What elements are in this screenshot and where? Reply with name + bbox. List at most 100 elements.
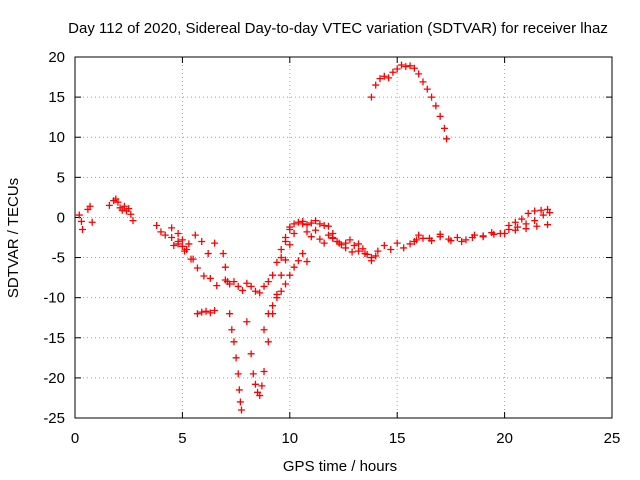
data-point-arc-q	[544, 205, 552, 213]
data-point-arc-l	[316, 235, 324, 243]
data-point-arc-n	[415, 70, 423, 78]
data-point-arc-j	[299, 250, 307, 258]
data-point-arc-m	[361, 250, 369, 258]
data-point-arc-p	[447, 237, 455, 245]
data-point-arc-h	[226, 280, 234, 288]
data-point-arc-c	[211, 239, 219, 247]
data-point-arc-b	[127, 210, 135, 218]
data-point-arc-n	[440, 124, 448, 132]
data-point-arc-m	[406, 240, 414, 248]
data-point-arc-n	[380, 72, 388, 80]
y-tick-label: 15	[48, 89, 65, 106]
data-point-arc-l	[355, 247, 363, 255]
data-point-arc-m	[393, 239, 401, 247]
data-point-arc-a	[75, 211, 83, 219]
data-point-arc-j	[282, 280, 290, 288]
x-tick-label: 10	[281, 430, 298, 447]
data-point-arc-c	[157, 228, 165, 236]
data-point-arc-q	[537, 206, 545, 214]
data-point-arc-j	[264, 310, 272, 318]
data-point-arc-j	[260, 326, 268, 334]
x-tick-label: 20	[496, 430, 513, 447]
data-point-arc-i	[260, 367, 268, 375]
y-tick-label: -15	[43, 330, 65, 347]
data-point-arc-a	[79, 225, 87, 233]
data-point-arc-p	[468, 234, 476, 241]
data-point-arc-a	[88, 218, 96, 226]
data-point-arc-h	[273, 258, 281, 266]
data-point-arc-l	[372, 252, 380, 260]
data-point-arc-c	[185, 240, 193, 248]
data-point-arc-g	[228, 326, 236, 334]
y-axis-ticks: -25 -20 -15 -10 -5 0 5 10 15 20	[43, 49, 612, 427]
x-tick-label: 0	[71, 430, 79, 447]
data-points	[75, 61, 554, 414]
data-point-arc-p	[458, 238, 466, 246]
data-point-arc-n	[432, 102, 440, 110]
data-point-arc-d	[168, 234, 176, 241]
data-point-arc-g	[237, 406, 245, 414]
data-point-arc-m	[348, 248, 356, 256]
data-point-arc-g	[234, 370, 242, 378]
y-tick-label: -10	[43, 290, 65, 307]
data-point-arc-h	[277, 246, 285, 254]
data-point-arc-l	[320, 239, 328, 247]
data-point-arc-j	[277, 287, 285, 295]
data-point-arc-g	[236, 398, 244, 406]
y-tick-label: 5	[57, 169, 65, 186]
data-point-arc-o	[410, 238, 418, 246]
data-point-arc-o	[453, 234, 461, 241]
data-point-arc-b	[120, 202, 128, 210]
data-point-arc-m	[355, 240, 363, 248]
data-point-arc-g	[219, 250, 227, 258]
data-point-arc-j	[303, 258, 311, 266]
data-point-arc-m	[374, 247, 382, 255]
data-point-arc-k	[290, 220, 298, 228]
data-point-arc-i	[256, 392, 264, 400]
data-point-arc-h	[256, 289, 264, 297]
data-point-arc-c	[198, 238, 206, 246]
data-point-arc-h	[230, 278, 238, 286]
data-point-arc-n	[419, 78, 427, 86]
data-point-arc-c	[174, 229, 182, 237]
data-point-arc-g	[221, 263, 229, 271]
data-point-arc-e	[174, 240, 182, 248]
data-point-arc-o	[462, 236, 470, 244]
data-point-arc-p	[425, 234, 433, 242]
data-point-arc-p	[415, 231, 423, 239]
data-point-arc-b	[118, 206, 126, 214]
data-point-arc-q	[505, 221, 513, 229]
data-point-arc-n	[372, 81, 380, 89]
data-point-arc-h	[264, 278, 272, 286]
data-point-arc-m	[367, 257, 375, 265]
data-point-arc-k	[312, 217, 320, 225]
data-point-arc-c	[168, 224, 176, 232]
data-point-arc-l	[307, 233, 315, 241]
data-point-arc-n	[385, 74, 393, 82]
data-point-arc-d	[213, 282, 221, 290]
y-tick-label: 0	[57, 209, 65, 226]
data-point-arc-l	[303, 228, 311, 236]
y-axis-label: SDTVAR / TECUs	[5, 178, 22, 298]
y-tick-label: -20	[43, 370, 65, 387]
data-point-arc-c	[178, 236, 186, 244]
data-point-arc-n	[397, 61, 405, 69]
data-point-arc-p	[544, 221, 552, 229]
data-point-arc-k	[316, 220, 324, 228]
data-point-arc-i	[286, 241, 294, 249]
data-point-arc-i	[277, 271, 285, 279]
data-point-arc-i	[282, 256, 290, 264]
data-point-arc-e	[189, 255, 197, 263]
data-point-arc-k	[307, 219, 315, 227]
data-point-arc-j	[290, 263, 298, 271]
data-point-arc-q	[518, 215, 526, 223]
data-point-arc-h	[251, 287, 259, 295]
data-point-arc-f	[198, 308, 206, 316]
data-point-arc-n	[406, 62, 414, 70]
data-point-arc-k	[303, 221, 311, 229]
data-point-arc-a	[86, 202, 94, 210]
data-point-arc-j	[273, 294, 281, 302]
x-tick-label: 25	[604, 430, 621, 447]
data-point-arc-k	[282, 238, 290, 246]
